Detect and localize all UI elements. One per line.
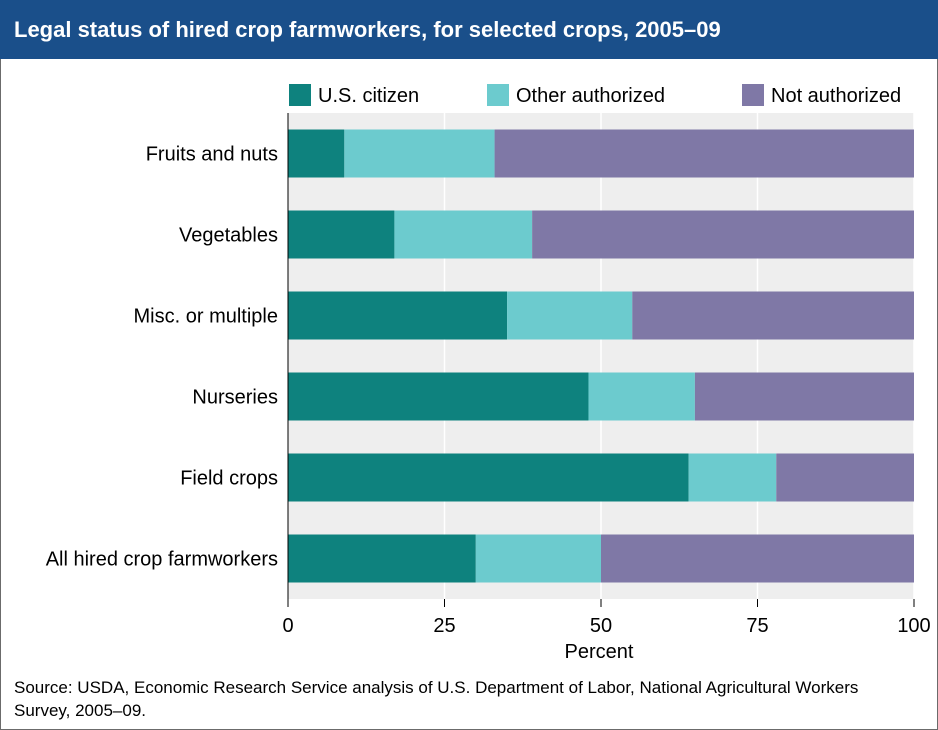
chart-title: Legal status of hired crop farmworkers, … (0, 0, 938, 59)
bar-segment (532, 210, 914, 259)
x-tick-label: 100 (897, 615, 930, 637)
category-label: Fruits and nuts (146, 144, 278, 166)
bar-segment (394, 210, 533, 259)
bar-segment (288, 129, 345, 178)
bars (288, 129, 914, 583)
legend-label: Other authorized (516, 85, 665, 107)
category-label: All hired crop farmworkers (46, 549, 278, 571)
category-label: Field crops (180, 468, 278, 490)
bar-segment (588, 372, 695, 421)
x-tick-label: 50 (590, 615, 612, 637)
bar-segment (288, 534, 476, 583)
bar-segment (694, 372, 914, 421)
bar-segment (288, 210, 395, 259)
bar-segment (288, 291, 508, 340)
x-tick-label: 75 (746, 615, 768, 637)
category-label: Vegetables (179, 225, 278, 247)
category-label: Misc. or multiple (134, 306, 278, 328)
x-tick-label: 0 (282, 615, 293, 637)
x-tick-label: 25 (433, 615, 455, 637)
bar-segment (344, 129, 495, 178)
category-label: Nurseries (192, 387, 278, 409)
bar-segment (288, 372, 589, 421)
stacked-bar-chart: Fruits and nuts Vegetables Misc. or multip… (46, 84, 931, 663)
legend: U.S. citizen Other authorized Not authoriz… (289, 84, 901, 107)
bar-segment (494, 129, 914, 178)
bar-segment (475, 534, 601, 583)
x-axis-title: Percent (565, 641, 634, 663)
bar-segment (632, 291, 914, 340)
legend-swatch (289, 84, 311, 106)
category-labels: Fruits and nuts Vegetables Misc. or multip… (46, 144, 278, 571)
bar-segment (288, 453, 689, 502)
bar-segment (776, 453, 914, 502)
x-axis: 0 25 50 75 100 (282, 113, 931, 637)
legend-swatch (487, 84, 509, 106)
legend-label: U.S. citizen (318, 85, 419, 107)
source-note: Source: USDA, Economic Research Service … (14, 678, 859, 720)
gridlines (443, 113, 915, 599)
bar-segment (507, 291, 633, 340)
legend-label: Not authorized (771, 85, 901, 107)
legend-swatch (742, 84, 764, 106)
bar-segment (688, 453, 777, 502)
bar-segment (601, 534, 914, 583)
